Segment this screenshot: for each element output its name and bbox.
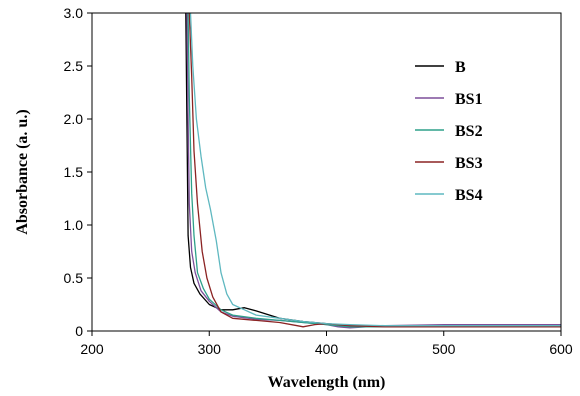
y-tick-label: 1.5 — [64, 164, 84, 180]
legend-label: BS1 — [455, 91, 483, 108]
y-axis-title: Absorbance (a. u.) — [14, 109, 31, 234]
x-tick-label: 600 — [549, 341, 573, 357]
legend-item-bs4: BS4 — [415, 187, 483, 204]
y-tick-label: 2.5 — [64, 58, 84, 74]
legend-label: BS3 — [455, 155, 483, 172]
legend-item-bs3: BS3 — [415, 155, 483, 172]
legend-item-bs2: BS2 — [415, 123, 483, 140]
axis-ticks: 200 300 400 500 600 0 0.5 1.0 1.5 2.0 2.5 3.0 — [64, 5, 573, 357]
series-line-bs1 — [186, 13, 561, 329]
legend-item-bs1: BS1 — [415, 91, 483, 108]
legend-item-b: B — [415, 59, 466, 76]
series-line-bs3 — [188, 13, 561, 328]
y-tick-label: 2.0 — [64, 111, 84, 127]
series-line-bs4 — [189, 13, 561, 327]
series-line-bs2 — [187, 13, 561, 328]
y-tick-label: 0 — [75, 323, 83, 339]
plot-frame — [91, 12, 562, 332]
series-line-b — [185, 13, 561, 328]
y-tick-label: 3.0 — [64, 5, 84, 21]
x-tick-label: 300 — [198, 341, 222, 357]
x-tick-label: 200 — [80, 341, 104, 357]
x-tick-label: 500 — [432, 341, 456, 357]
x-tick-label: 400 — [315, 341, 339, 357]
y-tick-label: 1.0 — [64, 217, 84, 233]
legend-label: BS2 — [455, 123, 483, 140]
legend-label: B — [455, 59, 466, 76]
legend-label: BS4 — [455, 187, 483, 204]
x-axis-title: Wavelength (nm) — [268, 374, 386, 391]
series-lines — [185, 13, 561, 329]
legend: B BS1 BS2 BS3 BS4 — [415, 59, 483, 204]
y-tick-label: 0.5 — [64, 270, 84, 286]
